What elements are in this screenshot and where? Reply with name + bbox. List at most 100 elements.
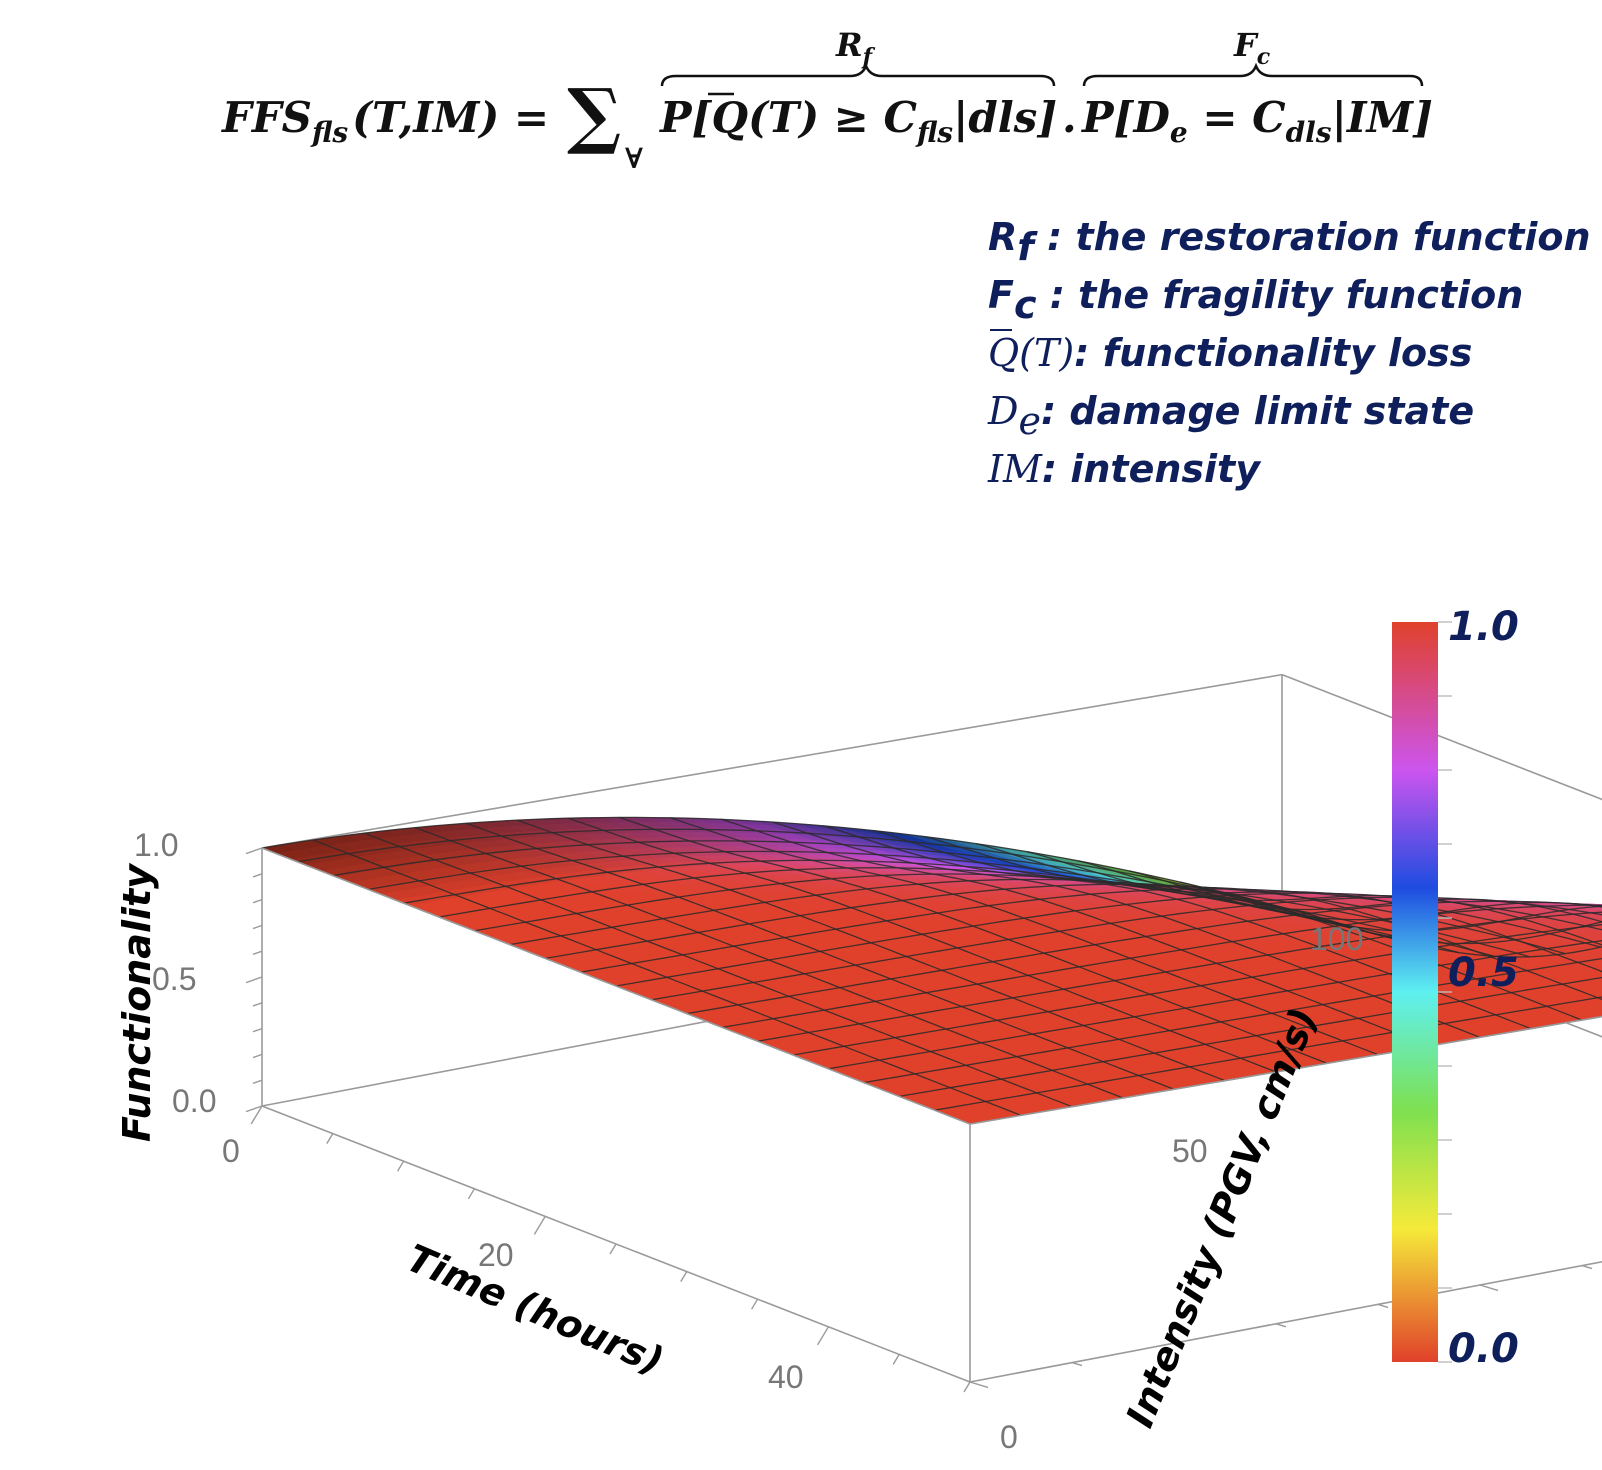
shade-patch	[1148, 875, 1184, 885]
y-tick-mark	[1479, 1284, 1499, 1292]
shade-patch	[795, 835, 831, 841]
z-axis-label: Functionality	[115, 862, 159, 1142]
colorbar-tick-05: 0.5	[1448, 950, 1519, 996]
shade-patch	[881, 851, 918, 857]
shade-patch	[435, 865, 472, 875]
shade-patch	[450, 871, 487, 880]
shade-patch	[371, 875, 408, 885]
shade-patch	[429, 874, 465, 884]
legend-text-de: : damage limit state	[1041, 389, 1474, 433]
shade-patch	[582, 833, 619, 840]
shade-patch	[456, 863, 493, 872]
shade-patch	[590, 844, 627, 851]
shade-patch	[531, 824, 568, 831]
z-tick-mark	[252, 873, 263, 878]
shade-patch	[548, 847, 585, 854]
shade-patch	[765, 825, 802, 832]
legend-sym-de: D	[987, 389, 1018, 433]
x-tick-mark	[326, 1133, 334, 1144]
shade-patch	[633, 842, 670, 849]
z-tick-mark	[252, 898, 263, 904]
shade-patch	[613, 859, 650, 867]
shade-patch	[535, 860, 572, 869]
shade-patch	[999, 848, 1036, 857]
shade-patch	[376, 843, 413, 853]
z-tick-0: 0.0	[172, 1083, 216, 1119]
shade-patch	[492, 865, 529, 874]
mesh-line-intensity	[567, 817, 1277, 1073]
shade-patch	[996, 866, 1033, 872]
shade-patch	[528, 868, 565, 877]
z-tick-1: 1.0	[134, 827, 178, 863]
shade-patch	[687, 818, 723, 824]
shade-patch	[563, 852, 599, 859]
x-tick-mark	[467, 1188, 476, 1200]
term1-b: (T) ≥ C	[748, 93, 917, 142]
z-tick-mark	[252, 1027, 263, 1033]
shade-patch	[793, 823, 830, 830]
axis-ticks	[245, 847, 1593, 1393]
fc-label: F	[1233, 26, 1259, 64]
mesh-line-intensity	[312, 839, 1022, 1116]
z-tick-05: 0.5	[152, 961, 196, 997]
shade-patch	[499, 857, 536, 866]
svg-text:Rf : the restoration function: Rf : the restoration function	[988, 215, 1591, 269]
shade-patch	[518, 837, 555, 844]
x-tick-mark	[533, 1216, 546, 1235]
shade-patch	[507, 870, 544, 880]
shade-patch	[623, 817, 660, 823]
shade-patch	[988, 860, 1024, 868]
term2-c: |IM]	[1332, 93, 1433, 142]
shade-patch	[1060, 873, 1096, 880]
term1-a: P[	[659, 93, 713, 142]
shade-patch	[383, 835, 419, 844]
shade-patch	[1020, 852, 1057, 861]
y-tick-mark	[1581, 1264, 1593, 1270]
svg-text:Q(T): functionality loss: Q(T): functionality loss	[988, 331, 1472, 375]
shade-patch	[1283, 908, 1320, 919]
shade-patch	[867, 846, 903, 853]
shade-patch	[559, 817, 596, 824]
y-tick-100: 100	[1310, 921, 1363, 957]
y-tick-mark	[969, 1381, 989, 1389]
svg-text:Fc: Fc	[1233, 26, 1271, 70]
shade-patch	[504, 831, 540, 839]
svg-text:Fc : the fragility function: Fc : the fragility function	[988, 273, 1523, 327]
shade-patch	[592, 861, 629, 869]
colorbar-minor-ticks	[1438, 621, 1452, 1363]
shade-patch	[553, 823, 589, 830]
shade-patch	[401, 886, 438, 897]
shade-patch	[635, 858, 671, 865]
shade-patch	[419, 838, 455, 847]
shade-patch	[355, 846, 392, 856]
sum-subscript: ∀	[625, 142, 643, 175]
mesh-line-intensity	[414, 826, 1124, 1099]
z-tick-mark	[252, 1002, 263, 1007]
shade-patch	[914, 837, 951, 845]
shade-patch	[486, 873, 523, 883]
shade-patch	[667, 832, 704, 838]
shade-patch	[953, 862, 990, 868]
shade-patch	[1092, 868, 1129, 877]
shade-patch	[1063, 859, 1099, 868]
shade-patch	[922, 844, 959, 852]
shade-patch	[880, 840, 916, 848]
shade-patch	[386, 881, 423, 891]
shade-patch	[1030, 865, 1067, 873]
shade-patch	[805, 854, 841, 859]
mesh-line-intensity	[465, 822, 1175, 1090]
shade-patch	[839, 848, 876, 854]
shade-patch	[540, 835, 576, 843]
shade-patch	[1079, 870, 1116, 879]
shade-patch	[397, 841, 434, 850]
shade-patch	[711, 846, 748, 851]
shade-patch	[626, 848, 663, 854]
shade-patch	[584, 850, 621, 857]
shade-patch	[1015, 861, 1052, 869]
shade-patch	[669, 846, 706, 852]
overbrace-fc	[1082, 62, 1424, 87]
formula-lhs-sub: fls	[310, 116, 348, 149]
legend-text-q: : functionality loss	[1074, 331, 1472, 375]
shade-patch	[489, 826, 526, 834]
legend-sub-rf: f	[1017, 225, 1038, 269]
